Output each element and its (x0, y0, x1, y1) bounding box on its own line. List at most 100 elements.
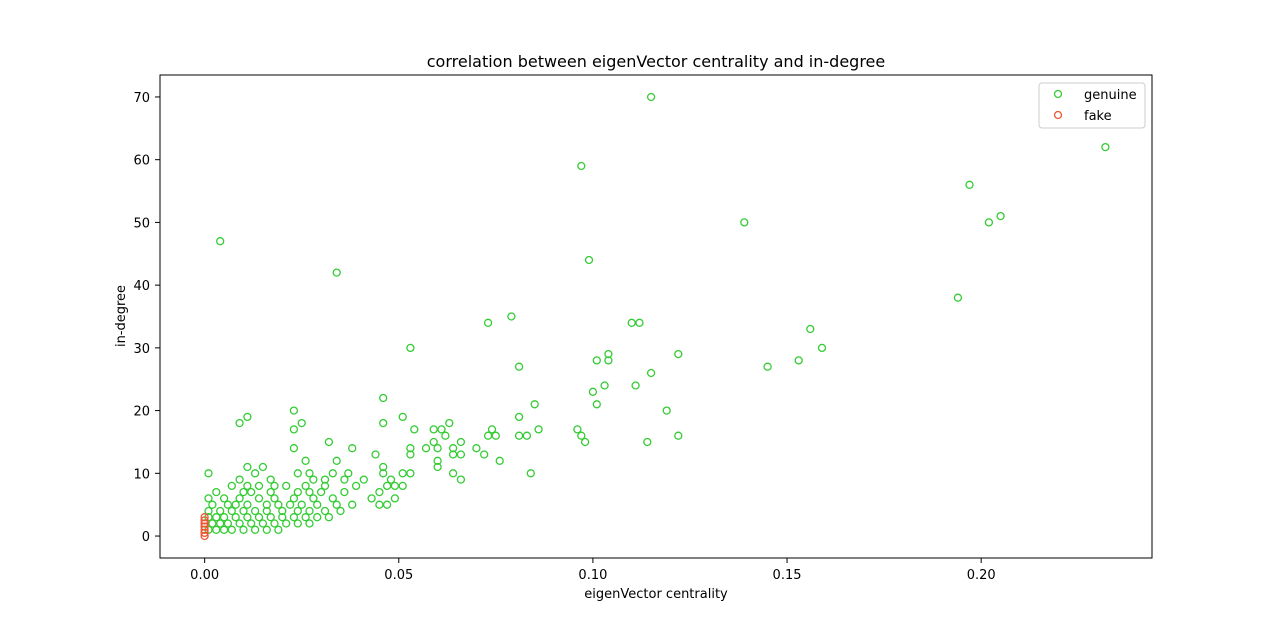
data-point-genuine (278, 506, 287, 516)
data-point-genuine (235, 475, 244, 484)
data-point-genuine (441, 431, 450, 440)
data-point-genuine (514, 431, 524, 440)
data-point-genuine (456, 475, 466, 484)
data-point-genuine (456, 437, 466, 447)
data-point-genuine (456, 450, 466, 459)
data-point-genuine (293, 506, 302, 516)
data-point-genuine (429, 437, 438, 447)
data-point-genuine (379, 469, 388, 478)
data-point-genuine (266, 475, 275, 484)
data-point-genuine (386, 475, 396, 484)
data-point-genuine (382, 500, 392, 509)
x-tick-label: 0.15 (773, 568, 802, 583)
data-point-genuine (250, 469, 260, 478)
data-point-genuine (297, 500, 306, 509)
data-point-genuine (398, 481, 407, 491)
x-tick-label: 0.00 (190, 568, 219, 583)
data-point-genuine (344, 469, 353, 478)
data-point-genuine (266, 487, 275, 497)
data-point-genuine (227, 525, 236, 534)
data-point-fake (200, 516, 209, 525)
data-point-genuine (297, 418, 306, 428)
data-point-genuine (305, 519, 314, 528)
data-point-genuine (483, 431, 493, 440)
data-point-genuine (336, 506, 345, 516)
data-point-genuine (305, 487, 314, 497)
data-point-genuine (514, 412, 524, 422)
data-point-genuine (239, 525, 248, 534)
data-point-genuine (235, 418, 244, 428)
data-point-genuine (631, 381, 640, 390)
data-point-genuine (953, 293, 963, 302)
data-point-genuine (359, 475, 368, 484)
data-point-genuine (348, 500, 357, 509)
data-point-genuine (332, 456, 341, 465)
data-point-fake (200, 531, 209, 541)
data-point-genuine (643, 437, 652, 447)
data-point-genuine (340, 487, 349, 497)
data-point-genuine (445, 418, 454, 428)
data-point-fake (200, 513, 209, 522)
data-point-genuine (204, 469, 213, 478)
chart-title: correlation between eigenVector centrali… (427, 52, 885, 71)
series-genuine (204, 92, 1110, 534)
data-point-genuine (398, 412, 407, 422)
data-point-genuine (231, 500, 240, 509)
data-point-genuine (216, 237, 225, 246)
data-point-genuine (270, 519, 279, 528)
data-point-genuine (212, 487, 221, 497)
x-tick-label: 0.20 (967, 568, 996, 583)
x-axis-ticks: 0.00 0.05 0.10 0.15 0.20 (190, 558, 996, 583)
data-point-genuine (491, 431, 500, 440)
data-point-genuine (309, 475, 318, 484)
data-point-genuine (406, 444, 415, 453)
data-point-genuine (262, 525, 271, 534)
data-point-genuine (278, 513, 287, 522)
data-point-genuine (243, 462, 252, 472)
data-point-genuine (235, 494, 244, 503)
data-point-genuine (204, 506, 213, 516)
data-point-genuine (313, 500, 322, 509)
data-point-genuine (254, 481, 264, 491)
data-point-genuine (320, 475, 330, 484)
series-fake (200, 513, 209, 541)
data-point-genuine (406, 343, 415, 353)
data-point-genuine (293, 469, 302, 478)
data-point-genuine (270, 494, 279, 503)
data-point-genuine (227, 506, 236, 516)
data-point-genuine (580, 437, 590, 447)
y-tick-label: 10 (133, 467, 150, 482)
data-point-genuine (274, 525, 283, 534)
data-point-genuine (592, 356, 601, 365)
data-point-genuine (573, 425, 582, 434)
data-point-genuine (282, 519, 291, 528)
data-point-genuine (526, 469, 535, 478)
data-point-genuine (410, 425, 419, 434)
data-point-genuine (289, 494, 299, 503)
data-point-genuine (794, 356, 803, 365)
data-point-genuine (289, 513, 299, 522)
data-point-genuine (274, 500, 283, 509)
data-point-genuine (216, 506, 225, 516)
legend-frame (1038, 82, 1146, 129)
data-point-genuine (262, 500, 271, 509)
data-point-genuine (604, 356, 613, 365)
data-point-genuine (577, 161, 586, 171)
data-points (200, 92, 1110, 541)
data-point-genuine (646, 92, 656, 102)
data-point-genuine (328, 469, 337, 478)
data-point-genuine (305, 506, 314, 516)
data-point-genuine (247, 487, 256, 497)
data-point-fake (200, 525, 209, 534)
data-point-genuine (227, 481, 236, 491)
data-point-genuine (320, 481, 330, 491)
data-point-genuine (433, 462, 442, 472)
data-point-genuine (600, 381, 609, 390)
legend: genuine fake (1038, 82, 1146, 129)
data-point-genuine (247, 519, 256, 528)
legend-label-fake: fake (1084, 109, 1112, 124)
data-point-genuine (332, 500, 341, 509)
data-point-genuine (235, 519, 244, 528)
data-point-genuine (646, 368, 656, 378)
data-point-genuine (495, 456, 504, 465)
